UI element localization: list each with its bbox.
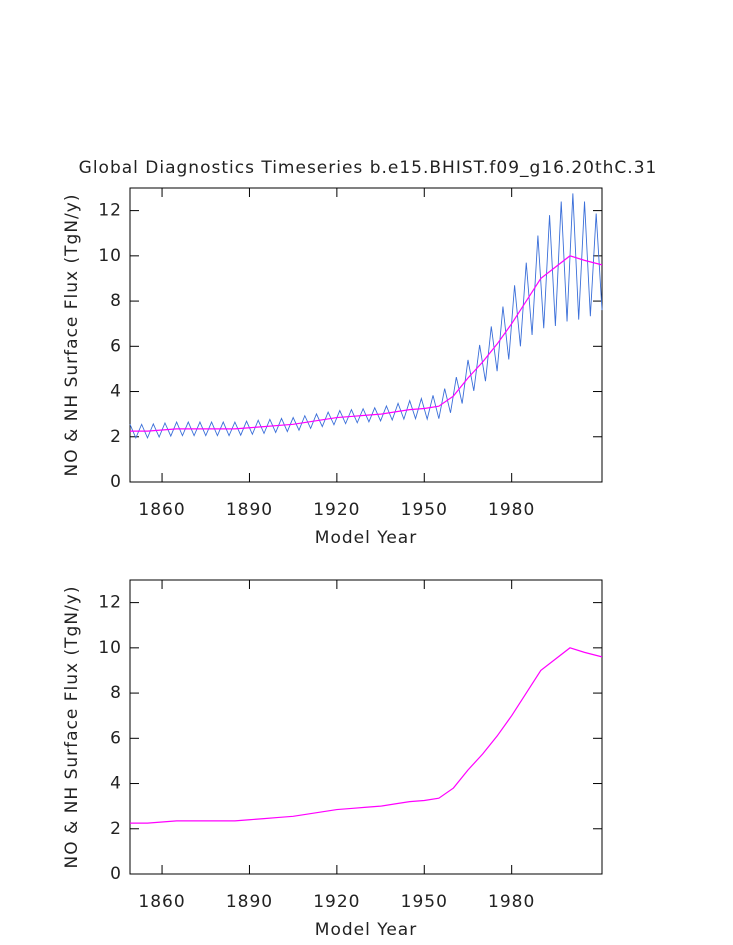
series-line bbox=[130, 647, 603, 824]
series-line bbox=[129, 193, 603, 440]
y-tick-label: 0 bbox=[110, 864, 122, 884]
y-tick-label: 10 bbox=[98, 638, 122, 658]
y-tick-label: 8 bbox=[110, 683, 122, 703]
series-line bbox=[130, 255, 603, 432]
y-tick-label: 4 bbox=[110, 382, 122, 402]
plot-frame bbox=[129, 187, 603, 483]
x-tick-label: 1920 bbox=[313, 892, 360, 912]
y-tick-label: 0 bbox=[110, 472, 122, 492]
y-tick-label: 2 bbox=[110, 819, 122, 839]
y-tick-label: 12 bbox=[98, 201, 122, 221]
plot-frame bbox=[129, 579, 603, 875]
y-axis-title: NO & NH Surface Flux (TgN/y) bbox=[62, 586, 82, 869]
y-tick-label: 6 bbox=[110, 336, 122, 356]
x-axis-title: Model Year bbox=[315, 920, 417, 940]
x-tick-label: 1980 bbox=[488, 500, 535, 520]
x-tick-label: 1890 bbox=[226, 500, 273, 520]
x-axis-title: Model Year bbox=[315, 528, 417, 548]
x-tick-label: 1950 bbox=[401, 892, 448, 912]
y-axis-title: NO & NH Surface Flux (TgN/y) bbox=[62, 194, 82, 477]
y-tick-label: 6 bbox=[110, 728, 122, 748]
x-tick-label: 1890 bbox=[226, 892, 273, 912]
chart-title: Global Diagnostics Timeseries b.e15.BHIS… bbox=[79, 158, 658, 178]
y-tick-label: 8 bbox=[110, 291, 122, 311]
y-tick-label: 12 bbox=[98, 593, 122, 613]
y-tick-label: 10 bbox=[98, 246, 122, 266]
x-tick-label: 1860 bbox=[138, 892, 185, 912]
y-tick-label: 2 bbox=[110, 427, 122, 447]
x-tick-label: 1950 bbox=[401, 500, 448, 520]
x-tick-label: 1860 bbox=[138, 500, 185, 520]
x-tick-label: 1920 bbox=[313, 500, 360, 520]
y-tick-label: 4 bbox=[110, 774, 122, 794]
x-tick-label: 1980 bbox=[488, 892, 535, 912]
